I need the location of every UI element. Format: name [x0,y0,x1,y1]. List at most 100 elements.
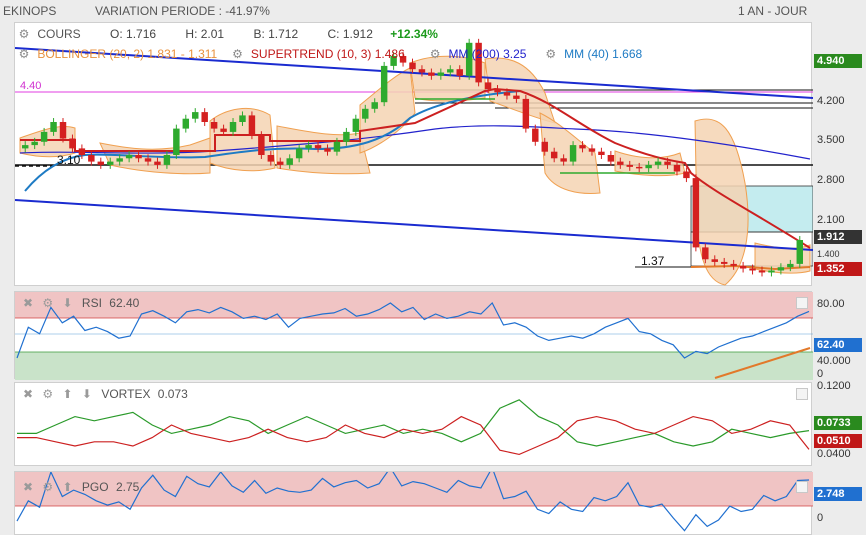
candle-body [768,270,775,273]
variation-periode: VARIATION PERIODE : -41.97% [95,4,270,18]
candle-body [702,247,709,260]
mm200-label: MM (200) 3.25 [448,47,527,61]
candle-body [409,62,416,70]
candle-body [447,69,454,73]
candle-body [97,161,105,165]
gear-icon[interactable]: ⚙ [18,47,30,61]
supertrend-label: SUPERTREND (10, 3) 1.486 [250,47,405,61]
arrow-down-icon[interactable]: ⬇ [81,387,92,401]
vortex-value: 0.073 [157,387,188,401]
gear-icon[interactable]: ⚙ [232,47,243,61]
candle-body [617,161,624,165]
axis-tick-2100: 2.100 [817,214,845,226]
candle-body [673,164,681,172]
rsi-tick-40: 40.000 [817,355,851,367]
candle-body [437,72,445,76]
candle-body [720,261,728,264]
pgo-maximize-box[interactable] [796,481,808,493]
close-icon[interactable]: ✖ [23,387,34,401]
level-label-440: 4.40 [20,80,42,92]
candle-body [116,158,123,162]
candle-body [333,141,341,152]
candle-body [475,42,482,83]
candle-body [635,166,643,169]
candle-body [399,56,407,63]
axis-tick-3500: 3.500 [817,134,845,146]
support-zone [690,231,813,267]
price-tag-last: 1.912 [814,230,862,244]
candle-body [494,89,501,93]
pgo-tag: 2.748 [814,487,862,501]
rsi-maximize-box[interactable] [796,297,808,309]
arrow-down-icon[interactable]: ⬇ [62,296,73,310]
candle-body [239,115,246,122]
vortex-panel[interactable]: ✖ ⚙ ⬆ ⬇ VORTEX 0.073 [14,382,812,466]
level-label-137: 1.37 [641,254,665,268]
candles-group [22,38,803,277]
candle-body [31,141,38,146]
gear-icon[interactable]: ⚙ [545,47,557,61]
candle-body [107,161,114,165]
pgo-svg [15,472,813,532]
rsi-line [16,302,810,359]
vortex-maximize-box[interactable] [796,388,808,400]
arrow-up-icon[interactable]: ⬆ [62,480,73,494]
candle-body [465,42,473,76]
gear-icon[interactable]: ⚙ [42,387,54,401]
candle-body [711,259,718,262]
rsi-oversold-zone [15,352,813,380]
candle-body [579,145,586,149]
candle-body [749,268,756,271]
axis-tick-2800: 2.800 [817,174,845,186]
change-value: +12.34% [390,27,438,41]
candle-body [796,240,803,264]
candle-body [541,141,548,152]
gear-icon[interactable]: ⚙ [42,296,54,310]
candle-body [626,164,633,167]
candle-body [730,263,737,266]
close-icon[interactable]: ✖ [23,296,34,310]
rsi-tick-80: 80.00 [817,298,845,310]
gear-icon[interactable]: ⚙ [42,480,54,494]
gear-icon[interactable]: ⚙ [18,27,30,41]
candle-body [88,155,95,162]
candle-body [380,65,388,103]
price-chart-panel[interactable]: ⚙ COURS O: 1.716 H: 2.01 B: 1.712 C: 1.9… [14,22,813,286]
candle-body [352,118,360,132]
rsi-tick-0: 0 [817,368,824,380]
candle-body [248,115,256,136]
candle-body [314,145,322,149]
vortex-tick-004: 0.0400 [817,448,851,460]
trend-line-upper [15,47,813,99]
pgo-upper-zone [15,472,813,506]
candle-body [163,155,171,165]
rsi-overbought-zone [15,292,813,318]
candle-body [201,112,208,122]
candle-body [739,265,747,269]
candle-body [390,56,397,66]
candle-body [654,161,662,165]
candle-body [305,145,312,149]
candle-body [277,161,284,165]
legend-cours: ⚙ COURS O: 1.716 H: 2.01 B: 1.712 C: 1.9… [17,27,442,41]
close-icon[interactable]: ✖ [23,480,34,494]
price-tag-top: 4.940 [814,54,862,68]
pgo-label: PGO [81,480,109,494]
gear-icon[interactable]: ⚙ [429,47,441,61]
rsi-panel[interactable]: ✖ ⚙ ⬇ RSI 62.40 [14,291,813,380]
rsi-label: RSI [81,296,102,310]
bollinger-label: BOLLINGER (20, 2) 1.831 - 1.311 [37,47,218,61]
candle-body [182,118,190,129]
trend-line-lower [15,199,813,251]
supertrend-support [690,264,811,271]
period-selector[interactable]: 1 AN - JOUR [738,4,808,18]
candle-body [78,148,86,155]
candle-body [286,158,293,165]
cours-label: COURS [37,27,81,41]
pgo-panel[interactable]: ✖ ⚙ ⬆ PGO 2.75 [14,471,813,535]
rsi-svg [15,292,813,380]
candle-body [758,270,766,273]
candle-body [267,155,275,162]
top-bar: EKINOPS VARIATION PERIODE : -41.97% 1 AN… [0,0,866,22]
arrow-up-icon[interactable]: ⬆ [62,387,73,401]
